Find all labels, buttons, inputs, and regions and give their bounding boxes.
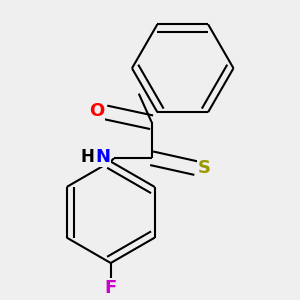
Text: O: O <box>89 102 104 120</box>
Text: F: F <box>105 279 117 297</box>
Text: S: S <box>197 159 211 177</box>
Text: H: H <box>80 148 94 166</box>
Text: N: N <box>95 148 110 166</box>
